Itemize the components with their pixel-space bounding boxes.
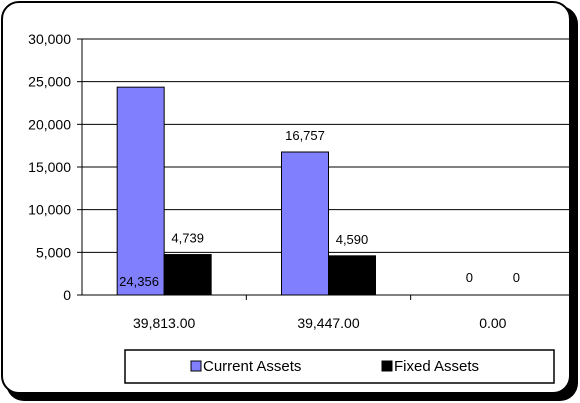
y-tick-label: 5,000: [36, 244, 71, 260]
x-axis-labels: 39,813.00 39,447.00 0.00: [133, 315, 507, 331]
y-tick-label: 0: [63, 287, 71, 303]
data-label-fixed-assets: 4,739: [171, 231, 204, 246]
y-axis-ticks: 0 5,000 10,000 15,000 20,000 25,000 30,000: [28, 31, 82, 303]
bar-fixed-assets: [163, 254, 212, 296]
legend-swatch-fixed-assets: [381, 360, 393, 372]
data-label-current-assets: 16,757: [285, 128, 325, 143]
y-tick-label: 20,000: [28, 116, 71, 132]
x-category-label: 39,813.00: [133, 315, 195, 331]
y-tick-label: 15,000: [28, 159, 71, 175]
bar-current-assets: [281, 151, 329, 296]
data-label-fixed-assets: 0: [513, 270, 520, 285]
y-tick-label: 30,000: [28, 31, 71, 47]
legend-label-fixed-assets: Fixed Assets: [394, 358, 479, 375]
legend-label-current-assets: Current Assets: [203, 358, 301, 375]
y-tick-label: 10,000: [28, 202, 71, 218]
data-label-current-assets: 24,356: [119, 274, 159, 289]
bar-fixed-assets: [328, 255, 376, 296]
data-label-current-assets: 0: [466, 270, 473, 285]
legend-box: [124, 349, 555, 384]
data-labels: 24,356 4,739 16,757 4,590 0 0: [119, 128, 520, 289]
bars: [116, 86, 376, 296]
legend-swatch-current-assets: [190, 360, 202, 372]
bar-current-assets: [116, 86, 165, 296]
data-label-fixed-assets: 4,590: [336, 232, 369, 247]
x-category-label: 0.00: [479, 315, 506, 331]
legend: Current Assets Fixed Assets: [124, 349, 555, 384]
y-tick-label: 25,000: [28, 74, 71, 90]
x-category-label: 39,447.00: [297, 315, 359, 331]
